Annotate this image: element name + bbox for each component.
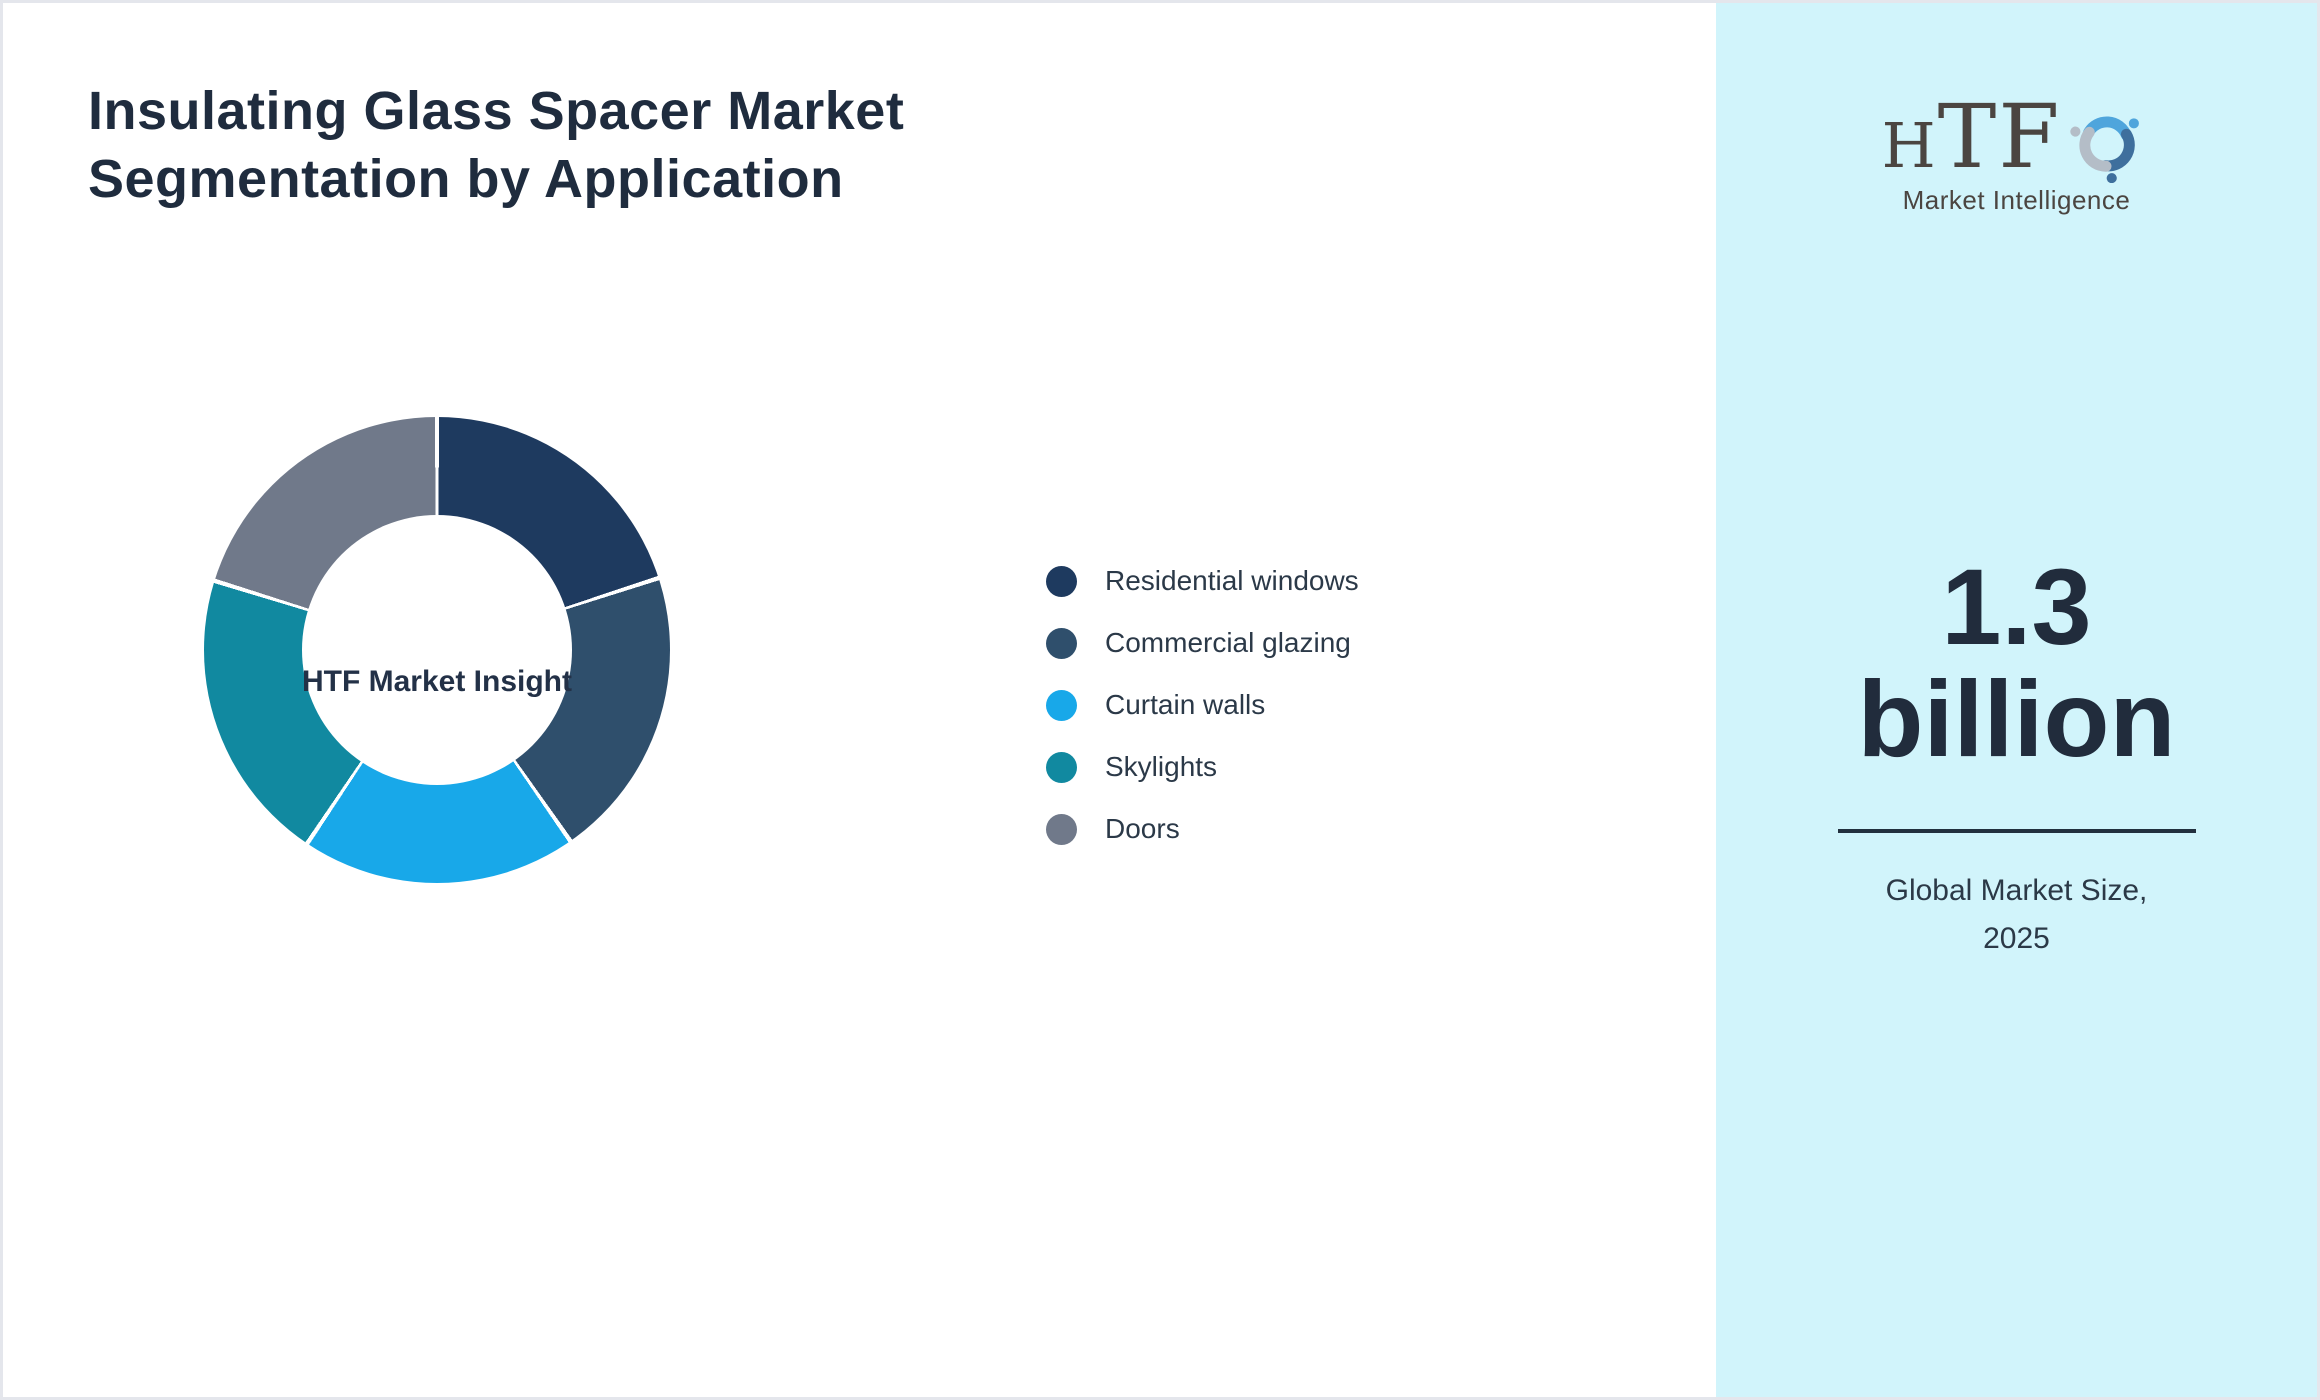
legend: Residential windows Commercial glazing Cur… (1046, 550, 1359, 860)
donut-center-label: HTF Market Insight (301, 665, 572, 698)
market-size-caption: Global Market Size, 2025 (1885, 874, 2148, 955)
legend-label: Residential windows (1105, 565, 1359, 596)
legend-label: Doors (1105, 813, 1180, 844)
legend-dot-icon (1046, 627, 1077, 659)
legend-label: Curtain walls (1105, 689, 1266, 720)
legend-item: Curtain walls (1046, 674, 1359, 736)
logo-subtext: Market Intelligence (1902, 185, 2131, 215)
dolphin-swirl-icon (2070, 116, 2140, 183)
donut-chart: HTF Market Insight (204, 417, 670, 883)
legend-item: Doors (1046, 798, 1359, 860)
legend-item: Skylights (1046, 736, 1359, 798)
legend-dot-icon (1046, 689, 1077, 721)
page-title: Insulating Glass Spacer Market Segmentat… (88, 81, 905, 210)
htf-logo-row: H TF (1716, 83, 2317, 188)
legend-label: Skylights (1105, 751, 1218, 782)
divider-line (1837, 829, 2196, 833)
legend-label: Commercial glazing (1105, 627, 1351, 658)
legend-item: Commercial glazing (1046, 612, 1359, 674)
legend-dot-icon (1046, 751, 1077, 783)
logo-text: H (1881, 109, 1938, 182)
legend-item: Residential windows (1046, 550, 1359, 612)
market-size-value: 1.3 billion (1857, 546, 2176, 779)
htf-logo: H TF Market Intelligence (1716, 83, 2317, 216)
legend-dot-icon (1046, 813, 1077, 845)
legend-dot-icon (1046, 565, 1077, 597)
main-panel: Insulating Glass Spacer Market Segmentat… (3, 3, 1716, 1397)
donut-hole (301, 514, 573, 786)
logo-text: TF (1937, 85, 2062, 188)
sidebar: H TF Market Intelligence 1.3 billion Glob… (1716, 3, 2317, 1397)
